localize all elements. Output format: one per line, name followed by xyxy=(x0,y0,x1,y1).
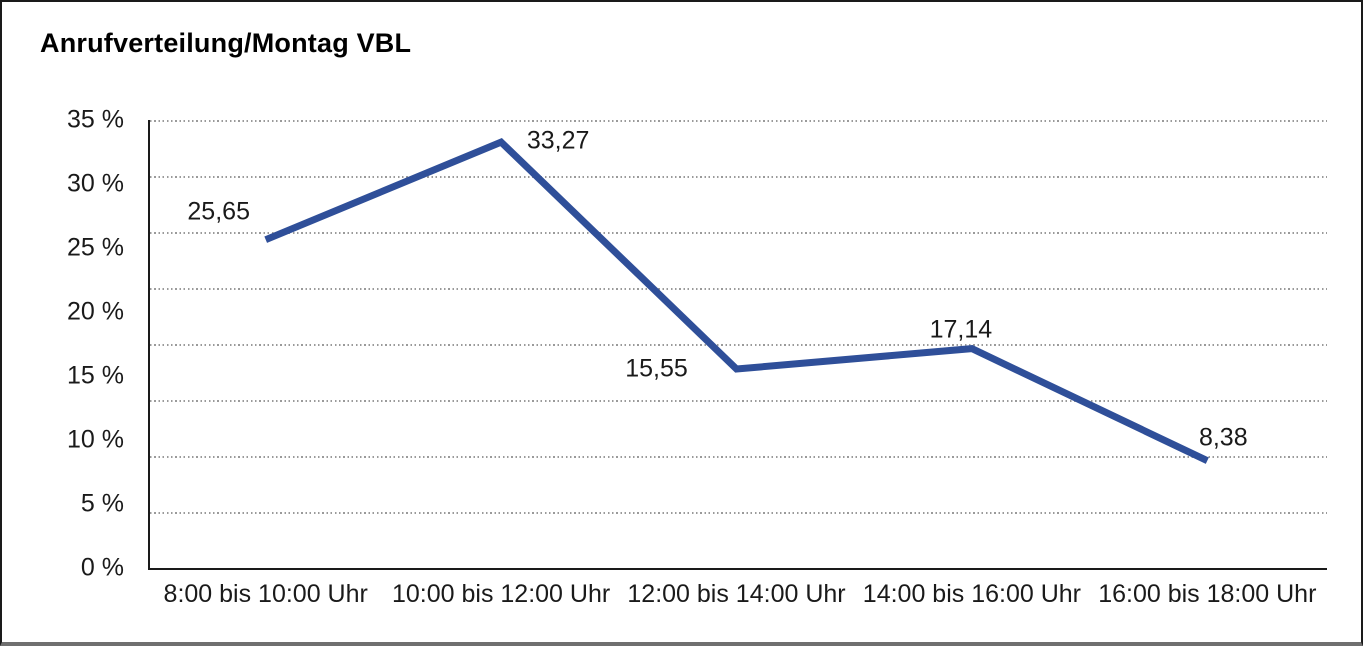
x-tick-label: 8:00 bis 10:00 Uhr xyxy=(163,580,368,608)
y-tick-label: 15 % xyxy=(67,361,124,390)
y-tick-label: 25 % xyxy=(67,233,124,262)
data-point-label: 33,27 xyxy=(526,126,590,155)
data-point-label: 15,55 xyxy=(625,354,688,383)
y-tick-label: 35 % xyxy=(67,105,124,134)
y-tick-label: 10 % xyxy=(67,425,124,454)
y-tick-label: 0 % xyxy=(80,553,124,582)
gridline xyxy=(150,176,1327,178)
x-tick-label: 12:00 bis 14:00 Uhr xyxy=(627,580,846,608)
gridline xyxy=(150,400,1327,402)
x-tick-label: 10:00 bis 12:00 Uhr xyxy=(391,580,611,608)
data-point-label: 8,38 xyxy=(1198,423,1248,452)
x-tick-label: 14:00 bis 16:00 Uhr xyxy=(862,580,1081,608)
gridline xyxy=(150,512,1327,514)
gridline xyxy=(150,344,1327,346)
gridline xyxy=(150,288,1327,290)
gridline xyxy=(150,456,1327,458)
chart-title: Anrufverteilung/Montag VBL xyxy=(40,28,412,58)
gridline xyxy=(150,120,1327,122)
data-point-label: 25,65 xyxy=(187,197,250,226)
y-tick-label: 20 % xyxy=(67,297,124,326)
plot-area xyxy=(148,120,1327,570)
x-tick-label: 16:00 bis 18:00 Uhr xyxy=(1098,580,1317,608)
y-tick-label: 5 % xyxy=(80,489,124,518)
data-point-label: 17,14 xyxy=(929,315,993,344)
y-tick-label: 30 % xyxy=(67,169,124,198)
gridline xyxy=(150,232,1327,234)
